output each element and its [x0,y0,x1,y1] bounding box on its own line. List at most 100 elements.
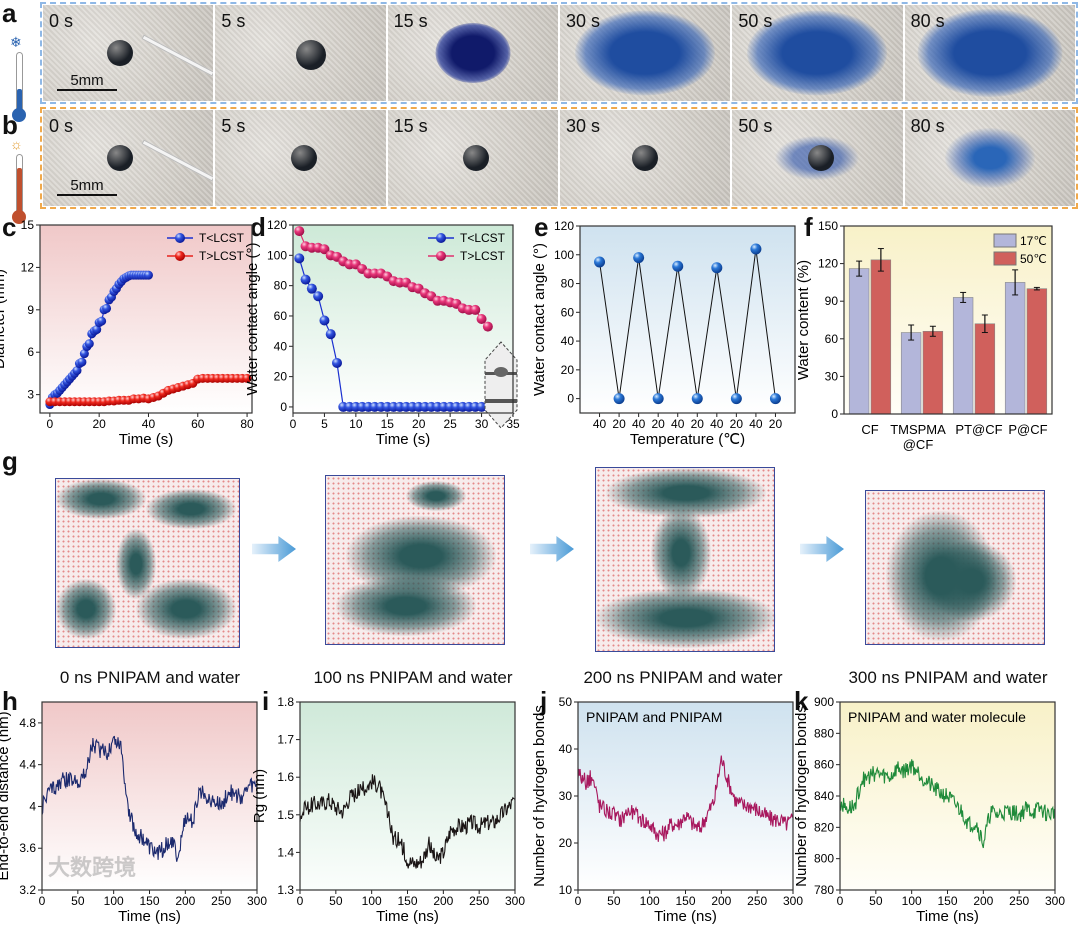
time-label: 15 s [393,116,428,136]
x-tick-label: 0 [39,894,46,908]
y-tick-label: 20 [274,370,288,384]
md-box-300ns [865,490,1045,645]
water-droplet [106,145,133,171]
x-tick-label: 200 [433,894,453,908]
y-tick-label: 0 [567,392,574,406]
plot-frame [839,701,1056,891]
bar [1026,288,1048,415]
plot-frame [292,224,514,414]
y-tick-label: 3 [27,388,34,402]
panel-label-a: a [2,0,17,28]
panel-label-i: i [262,686,270,716]
y-tick-label: 20 [561,363,575,377]
time-label: 5 s [221,116,246,136]
water-droplet [296,40,326,70]
time-label: 5 s [221,11,246,31]
data-point [306,283,317,294]
y-tick-label: 3.6 [19,841,36,855]
chart-h: 3.2 3.6 4 4.4 4.8 0 50 100 150 200 250 300 Time (ns)… [0,701,267,925]
y-tick-label: 6 [27,345,34,359]
y-tick-label: 30 [825,369,839,383]
panel-label-j: j [540,686,548,716]
plot-frame [579,225,796,414]
md-box-0ns [55,478,240,648]
md-caption-0ns: 0 ns PNIPAM and water [59,668,241,687]
data-point [769,393,781,405]
x-tick-label: 0 [575,894,582,908]
data-point [72,366,82,376]
data-point [730,393,742,405]
x-tick-label: 250 [1009,894,1029,908]
chart-k: 780 800 820 840 860 880 900 0 50 100 150 200 250 300 T… [793,695,1065,925]
chart-c: 3 6 9 12 15 0 20 40 60 80 Time (s) Diameter (mm) T<L… [0,218,254,448]
time-label: 15 s [393,11,428,31]
y-tick-label: 780 [814,883,834,897]
scale-bar: 5mm [57,72,117,91]
y-tick-label: 0 [831,407,838,421]
md-caption-200ns: 200 ns PNIPAM and water [583,668,783,687]
photo-frame: 80 s [904,110,1075,206]
bar [974,323,996,415]
legend-marker [436,251,446,261]
x-tick-label: 0 [297,894,304,908]
data-point [319,244,330,255]
time-label: 50 s [738,11,773,31]
plot-frame [41,701,258,891]
y-tick-label: 840 [814,789,834,803]
series-line [599,248,776,399]
y-tick-label: 15 [21,218,35,232]
data-point [470,304,481,315]
x-tick-label: 300 [247,894,267,908]
x-tick-label: 250 [469,894,489,908]
legend-label: T<LCST [460,231,506,245]
watermark: 大数跨境 [48,855,137,880]
plot-background [580,226,795,413]
scale-bar: 5mm [57,177,117,196]
x-axis-title: Time (ns) [376,908,439,925]
y-tick-label: 40 [561,334,575,348]
bar [900,332,922,415]
x-tick-label: 150 [397,894,417,908]
data-point [476,314,487,324]
data-point [97,316,107,326]
x-tick-label: 5 [321,417,328,431]
x-axis-title: Temperature (℃) [630,431,745,448]
legend-label: 17℃ [1020,234,1047,248]
x-tick-label: 200 [175,894,195,908]
y-axis-title: Water contact angle (°) [531,243,548,396]
x-tick-label: 50 [607,894,621,908]
x-tick-label: 250 [747,894,767,908]
y-axis-title: Rg (nm) [251,769,268,823]
inset-droplet [494,367,508,377]
bar [870,259,892,415]
y-axis-title: Number of hydrogen bonds [531,705,548,887]
plot-background [42,702,257,890]
series-line [299,774,516,869]
plot-frame [299,701,516,891]
x-tick-label: 20 [730,417,744,431]
data-point [613,393,625,405]
y-tick-label: 3.2 [19,883,36,897]
data-point [633,252,645,264]
x-tick-label: 0 [47,417,54,431]
legend-marker [436,233,446,243]
data-point [332,357,342,368]
y-tick-label: 80 [561,277,575,291]
x-tick-label: 30 [475,417,489,431]
data-point [319,315,330,326]
y-axis-title: End-to-end distance (nm) [0,711,12,880]
y-tick-label: 120 [554,219,574,233]
data-point [79,349,89,359]
chart-annotation: PNIPAM and PNIPAM [586,709,722,725]
series-line [577,755,794,842]
y-tick-label: 40 [559,742,573,756]
chart-annotation: PNIPAM and water molecule [848,709,1026,725]
x-category-label-line: TMSPMA [890,422,946,437]
chart-j: 10 20 30 40 50 0 50 100 150 200 250 300 Time (ns) Num… [531,695,803,925]
chart-i: 1.3 1.4 1.5 1.6 1.7 1.8 0 50 100 150 200 250 300 Time… [251,695,525,925]
y-axis-title: Diameter (mm) [0,269,8,369]
x-tick-label: 150 [139,894,159,908]
y-tick-label: 10 [559,883,573,897]
water-stain [917,9,1063,97]
